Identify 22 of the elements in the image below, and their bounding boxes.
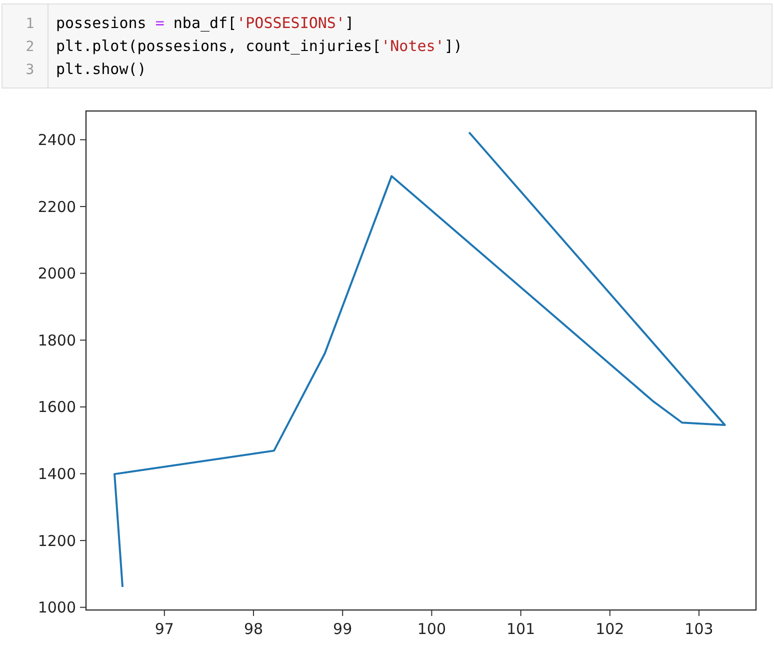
line-series (114, 131, 726, 588)
y-tick-label: 1800 (38, 331, 76, 350)
x-tick-label: 99 (333, 620, 352, 638)
text: plt.plot(possesions, count_injuries['Notes']) (56, 37, 462, 55)
y-tick-label: 1200 (38, 532, 76, 550)
y-tick-label: 2000 (38, 264, 76, 283)
x-tick-label: 102 (596, 620, 624, 638)
y-tick-label: 2400 (38, 130, 76, 149)
y-tick-label: 1000 (38, 598, 76, 617)
y-tick-label: 2200 (38, 198, 76, 216)
x-tick-label: 100 (417, 620, 446, 638)
text: possesions = nba_df['POSSESIONS'] (56, 14, 354, 32)
x-tick-label: 98 (244, 620, 264, 638)
x-tick-label: 103 (684, 620, 714, 638)
text: 3 (26, 62, 34, 78)
x-tick-label: 97 (154, 620, 174, 638)
text: plt.show() (56, 60, 146, 78)
x-tick-label: 101 (506, 620, 536, 638)
text: 2 (26, 39, 34, 55)
text: 1 (26, 16, 34, 32)
y-tick-label: 1400 (38, 464, 76, 483)
y-tick-label: 1600 (38, 398, 76, 416)
